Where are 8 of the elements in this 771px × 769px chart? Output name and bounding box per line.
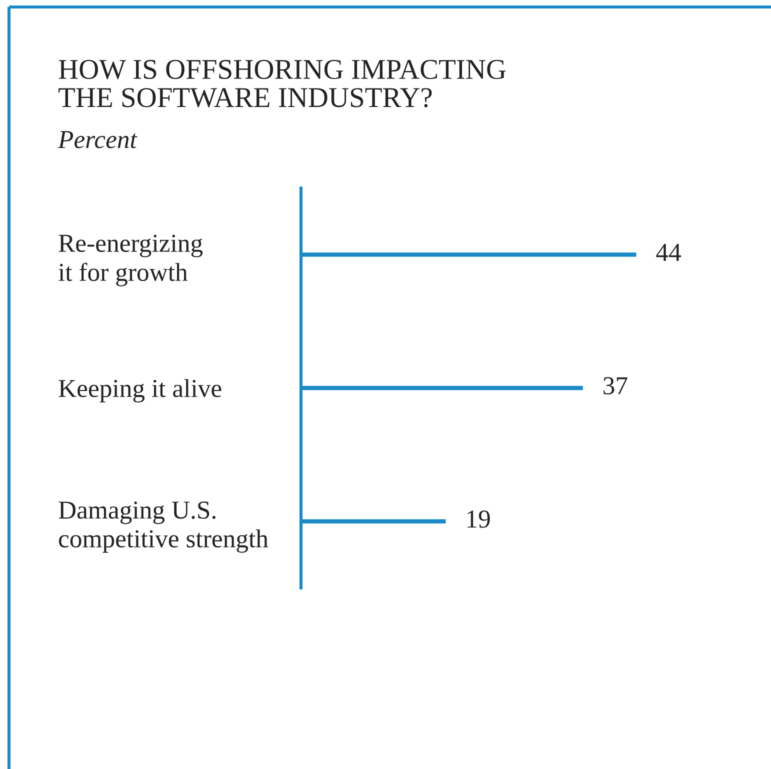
y-tick-label: Damaging U.S. competitive strength: [58, 502, 268, 553]
chart-title: HOW IS OFFSHORING IMPACTING THE SOFTWARE INDUSTRY?: [58, 60, 506, 108]
y-tick-label: Keeping it alive: [58, 379, 222, 402]
data-label: 37: [604, 377, 628, 394]
chart-subtitle: Percent: [58, 131, 138, 148]
data-label: 44: [656, 244, 681, 261]
data-label: 19: [467, 510, 490, 528]
y-tick-label: Re-energizing it for growth: [58, 234, 203, 286]
